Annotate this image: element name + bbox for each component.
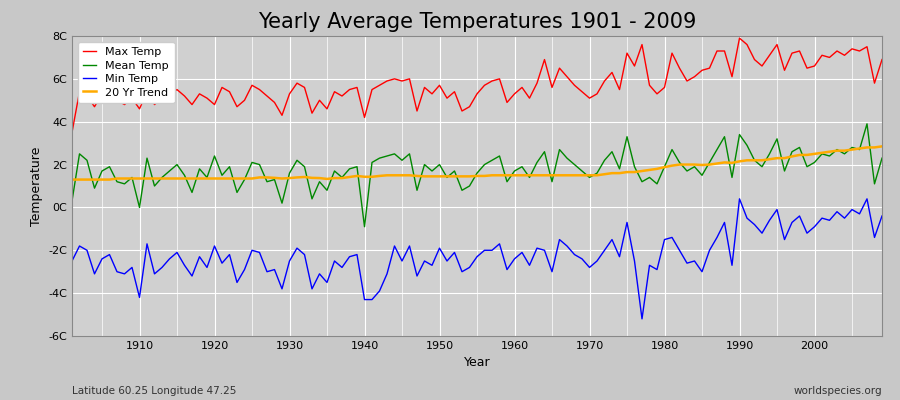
Mean Temp	[861, 122, 872, 126]
Mean Temp	[509, 169, 520, 174]
Title: Yearly Average Temperatures 1901 - 2009: Yearly Average Temperatures 1901 - 2009	[257, 12, 697, 32]
Mean Temp	[67, 199, 77, 204]
20 Yr Trend	[292, 175, 302, 180]
Min Temp	[509, 256, 520, 261]
Y-axis label: Temperature: Temperature	[30, 146, 42, 226]
Max Temp	[877, 57, 887, 62]
Min Temp	[636, 316, 647, 321]
Min Temp	[877, 214, 887, 218]
Mean Temp	[359, 224, 370, 229]
Line: 20 Yr Trend: 20 Yr Trend	[72, 146, 882, 180]
Max Temp	[337, 94, 347, 98]
Mean Temp	[607, 149, 617, 154]
20 Yr Trend	[509, 173, 520, 178]
Mean Temp	[337, 175, 347, 180]
20 Yr Trend	[599, 172, 610, 177]
20 Yr Trend	[67, 177, 77, 182]
Text: worldspecies.org: worldspecies.org	[794, 386, 882, 396]
Max Temp	[67, 130, 77, 135]
Min Temp	[599, 248, 610, 253]
Max Temp	[599, 78, 610, 84]
Mean Temp	[127, 175, 138, 180]
Max Temp	[734, 36, 745, 40]
20 Yr Trend	[127, 176, 138, 181]
Max Temp	[292, 81, 302, 86]
Mean Temp	[292, 158, 302, 163]
Min Temp	[292, 246, 302, 250]
Line: Max Temp: Max Temp	[72, 38, 882, 132]
Min Temp	[501, 267, 512, 272]
Mean Temp	[877, 156, 887, 160]
Min Temp	[734, 196, 745, 201]
Min Temp	[337, 265, 347, 270]
Line: Min Temp: Min Temp	[72, 199, 882, 319]
Min Temp	[67, 258, 77, 263]
Max Temp	[501, 100, 512, 105]
X-axis label: Year: Year	[464, 356, 490, 370]
20 Yr Trend	[501, 173, 512, 178]
20 Yr Trend	[877, 144, 887, 149]
Legend: Max Temp, Mean Temp, Min Temp, 20 Yr Trend: Max Temp, Mean Temp, Min Temp, 20 Yr Tre…	[77, 42, 175, 103]
20 Yr Trend	[337, 176, 347, 180]
Max Temp	[127, 96, 138, 100]
Min Temp	[127, 265, 138, 270]
Mean Temp	[517, 164, 527, 169]
Max Temp	[509, 92, 520, 96]
Text: Latitude 60.25 Longitude 47.25: Latitude 60.25 Longitude 47.25	[72, 386, 237, 396]
Line: Mean Temp: Mean Temp	[72, 124, 882, 227]
